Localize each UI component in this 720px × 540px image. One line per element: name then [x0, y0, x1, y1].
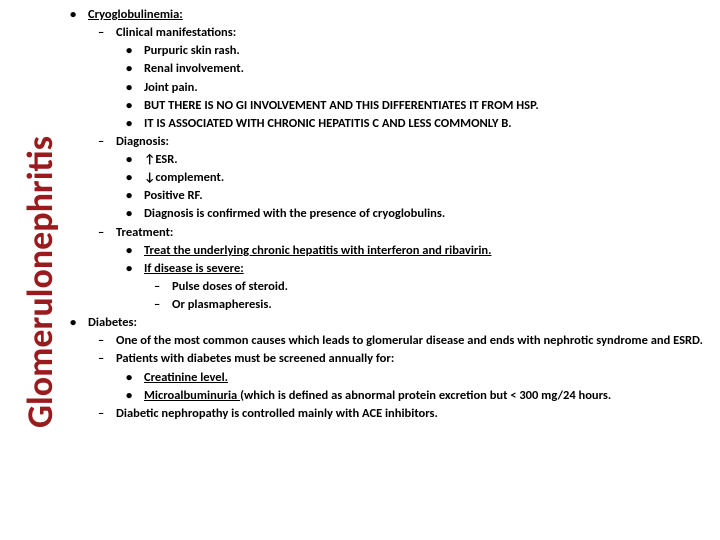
bullet-marker: •: [126, 387, 144, 405]
outline-item: •If disease is severe:: [126, 260, 708, 278]
outline-text: Creatinine level.: [144, 369, 708, 387]
outline-item: –Or plasmapheresis.: [154, 296, 708, 314]
outline-item: •Cryoglobulinemia:: [70, 6, 708, 24]
outline-item: •Joint pain.: [126, 79, 708, 97]
outline-item: •IT IS ASSOCIATED WITH CHRONIC HEPATITIS…: [126, 115, 708, 133]
outline-item: •Microalbuminuria (which is defined as a…: [126, 387, 708, 405]
outline-item: •Diabetes:: [70, 314, 708, 332]
outline-item: •↑ESR.: [126, 151, 708, 169]
bullet-marker: •: [70, 6, 88, 24]
outline-text: BUT THERE IS NO GI INVOLVEMENT AND THIS …: [144, 97, 708, 115]
outline-text: Microalbuminuria (which is defined as ab…: [144, 387, 708, 405]
bullet-marker: •: [126, 369, 144, 387]
bullet-marker: •: [126, 115, 144, 133]
outline-text: Patients with diabetes must be screened …: [116, 350, 708, 368]
outline-text: Positive RF.: [144, 187, 708, 205]
outline-text: Or plasmapheresis.: [172, 296, 708, 314]
outline-item: •Treat the underlying chronic hepatitis …: [126, 242, 708, 260]
bullet-marker: •: [126, 260, 144, 278]
outline-item: –Pulse doses of steroid.: [154, 278, 708, 296]
outline-item: –Treatment:: [98, 224, 708, 242]
outline-item: •BUT THERE IS NO GI INVOLVEMENT AND THIS…: [126, 97, 708, 115]
outline-text: Pulse doses of steroid.: [172, 278, 708, 296]
bullet-marker: •: [126, 79, 144, 97]
outline-item: •Positive RF.: [126, 187, 708, 205]
outline-item: –Diabetic nephropathy is controlled main…: [98, 405, 708, 423]
outline-item: •Purpuric skin rash.: [126, 42, 708, 60]
bullet-marker: •: [126, 97, 144, 115]
outline-item: –Patients with diabetes must be screened…: [98, 350, 708, 368]
outline-text: Diabetes:: [88, 314, 708, 332]
outline-text: Diabetic nephropathy is controlled mainl…: [116, 405, 708, 423]
bullet-marker: –: [98, 350, 116, 368]
bullet-marker: •: [70, 314, 88, 332]
bullet-marker: •: [126, 42, 144, 60]
outline-text: Treatment:: [116, 224, 708, 242]
outline-text: Diagnosis:: [116, 133, 708, 151]
bullet-marker: –: [98, 224, 116, 242]
outline-item: –Diagnosis:: [98, 133, 708, 151]
outline-item: –Clinical manifestations:: [98, 24, 708, 42]
bullet-marker: •: [126, 60, 144, 78]
bullet-marker: –: [154, 278, 172, 296]
outline-text: Renal involvement.: [144, 60, 708, 78]
page-title-vertical: Glomerulonephritis: [18, 82, 62, 482]
outline-text: Treat the underlying chronic hepatitis w…: [144, 242, 708, 260]
bullet-marker: •: [126, 169, 144, 187]
outline-text: ↑ESR.: [144, 151, 708, 169]
outline-item: •↓complement.: [126, 169, 708, 187]
outline-text: Clinical manifestations:: [116, 24, 708, 42]
outline-text: IT IS ASSOCIATED WITH CHRONIC HEPATITIS …: [144, 115, 708, 133]
outline-item: •Diagnosis is confirmed with the presenc…: [126, 205, 708, 223]
bullet-marker: •: [126, 205, 144, 223]
bullet-marker: •: [126, 187, 144, 205]
bullet-marker: –: [154, 296, 172, 314]
outline-text: Joint pain.: [144, 79, 708, 97]
outline-text: Cryoglobulinemia:: [88, 6, 708, 24]
outline-text: Purpuric skin rash.: [144, 42, 708, 60]
bullet-marker: •: [126, 151, 144, 169]
outline-text: If disease is severe:: [144, 260, 708, 278]
outline-text: One of the most common causes which lead…: [116, 332, 708, 350]
bullet-marker: –: [98, 133, 116, 151]
outline-item: •Creatinine level.: [126, 369, 708, 387]
bullet-marker: –: [98, 332, 116, 350]
outline-text: ↓complement.: [144, 169, 708, 187]
bullet-marker: –: [98, 405, 116, 423]
bullet-marker: –: [98, 24, 116, 42]
outline-item: •Renal involvement.: [126, 60, 708, 78]
outline-content: •Cryoglobulinemia:–Clinical manifestatio…: [70, 6, 708, 423]
bullet-marker: •: [126, 242, 144, 260]
outline-text: Diagnosis is confirmed with the presence…: [144, 205, 708, 223]
outline-item: –One of the most common causes which lea…: [98, 332, 708, 350]
